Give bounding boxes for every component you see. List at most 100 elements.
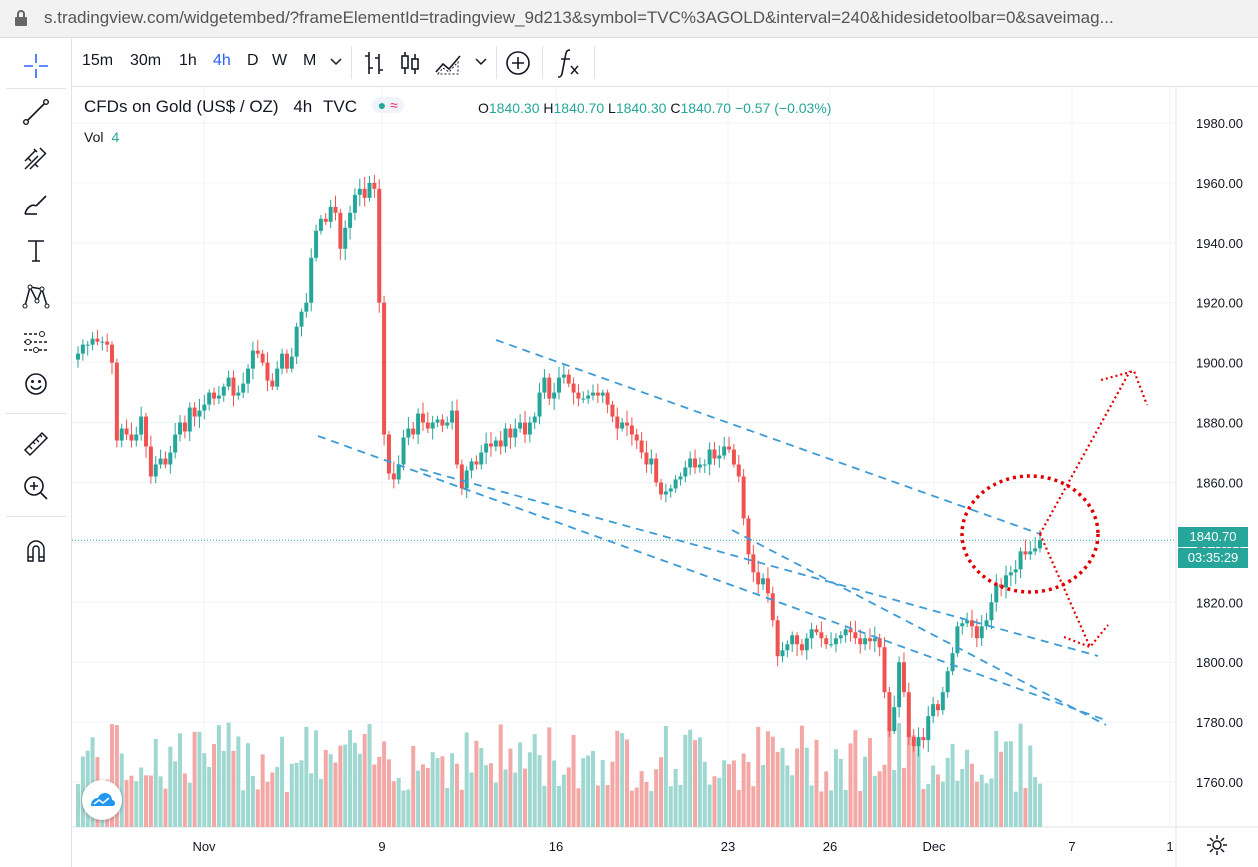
pitchfork-icon[interactable] xyxy=(18,140,54,176)
area-chart-icon[interactable] xyxy=(434,50,462,76)
price-chart[interactable]: 1980.00 1960.00 1940.00 1920.00 1900.00 1880.… xyxy=(72,87,1258,867)
chevron-down-icon-2[interactable] xyxy=(475,58,487,66)
candle-body xyxy=(173,434,178,453)
pattern-icon[interactable] xyxy=(18,278,54,314)
chevron-down-icon[interactable] xyxy=(330,58,342,66)
add-indicator-icon[interactable] xyxy=(505,50,531,76)
candle-body xyxy=(241,383,246,393)
forecast-icon[interactable] xyxy=(18,324,54,360)
emoji-icon[interactable] xyxy=(18,366,54,402)
url-text[interactable]: s.tradingview.com/widgetembed/?frameElem… xyxy=(44,8,1114,27)
candle-body xyxy=(110,344,115,363)
candle-body xyxy=(178,422,183,435)
candle-body xyxy=(654,458,659,483)
volume-bar xyxy=(654,769,659,827)
channel-line[interactable] xyxy=(731,529,1107,726)
volume-bar xyxy=(518,742,523,827)
candle-body xyxy=(678,476,683,480)
candle-body xyxy=(425,422,430,429)
ruler-icon[interactable] xyxy=(18,426,54,462)
candle-body xyxy=(357,188,362,195)
channel-line[interactable] xyxy=(495,339,1041,535)
volume-bar xyxy=(629,790,634,827)
candle-body xyxy=(518,422,523,429)
interval-d[interactable]: D xyxy=(247,52,259,69)
annotation-circle[interactable] xyxy=(960,474,1100,594)
bar-chart-icon[interactable] xyxy=(362,50,386,76)
volume-bar xyxy=(352,742,357,827)
volume-bar xyxy=(484,765,489,827)
candles-icon[interactable] xyxy=(398,50,422,76)
interval-w[interactable]: W xyxy=(272,52,288,69)
volume-bar xyxy=(897,723,902,827)
candle-body xyxy=(659,482,664,495)
candle-body xyxy=(221,386,226,396)
zoom-in-icon[interactable] xyxy=(18,470,54,506)
gear-icon[interactable] xyxy=(1206,834,1228,856)
candle-body xyxy=(216,395,221,399)
volume-bar xyxy=(231,750,236,827)
candle-body xyxy=(897,662,902,708)
volume-bar xyxy=(382,741,387,827)
volume-bar xyxy=(372,764,377,827)
up-arrow[interactable] xyxy=(1039,369,1149,535)
address-bar[interactable]: s.tradingview.com/widgetembed/?frameElem… xyxy=(0,0,1258,38)
drawing-sidebar xyxy=(0,38,72,867)
x-tick-label: 1 xyxy=(1166,839,1173,854)
candle-body xyxy=(960,623,965,627)
candle-body xyxy=(761,578,766,585)
volume-bar xyxy=(969,763,974,827)
candle-body xyxy=(722,446,727,456)
candle-body xyxy=(440,419,445,426)
volume-bar xyxy=(799,725,804,827)
channel-line[interactable] xyxy=(317,435,1109,722)
volume-bar xyxy=(736,789,741,827)
volume-bar xyxy=(197,731,202,827)
interval-1h[interactable]: 1h xyxy=(179,52,197,69)
volume-bar xyxy=(848,743,853,827)
candle-body xyxy=(673,479,678,489)
candle-body xyxy=(527,422,532,435)
tradingview-logo-icon[interactable] xyxy=(82,780,122,820)
text-icon[interactable] xyxy=(18,232,54,268)
open-value: 1840.30 xyxy=(488,100,540,116)
candle-body xyxy=(192,407,197,417)
channel-line[interactable] xyxy=(419,468,1099,657)
x-tick-label: Nov xyxy=(192,839,216,854)
candle-body xyxy=(396,464,401,480)
fx-icon[interactable] xyxy=(556,48,582,78)
candle-body xyxy=(372,182,377,189)
volume-bar xyxy=(591,750,596,827)
volume-bar xyxy=(945,757,950,827)
down-arrow[interactable] xyxy=(1038,533,1109,649)
volume-bar xyxy=(780,747,785,827)
volume-bar xyxy=(1013,791,1018,827)
crosshair-icon[interactable] xyxy=(18,48,54,84)
candle-body xyxy=(362,188,367,198)
volume-bar xyxy=(697,737,702,827)
volume-bar xyxy=(809,785,814,827)
volume-bar xyxy=(639,771,644,827)
interval-4h[interactable]: 4h xyxy=(213,52,231,69)
candle-body xyxy=(284,353,289,369)
candle-body xyxy=(134,434,139,441)
y-tick-label: 1920.00 xyxy=(1196,296,1243,311)
brush-icon[interactable] xyxy=(18,186,54,222)
candle-body xyxy=(649,458,654,465)
trend-line-icon[interactable] xyxy=(18,94,54,130)
candle-body xyxy=(1013,569,1018,573)
volume-bar xyxy=(309,773,314,827)
magnet-icon[interactable] xyxy=(18,532,54,568)
candle-body xyxy=(906,692,911,738)
interval-15m[interactable]: 15m xyxy=(82,52,114,69)
candle-body xyxy=(814,629,819,633)
indicator-badge[interactable]: ● ≈ xyxy=(371,97,404,113)
volume-bar xyxy=(275,767,280,827)
interval-30m[interactable]: 30m xyxy=(130,52,162,69)
volume-bar xyxy=(668,786,673,827)
candle-body xyxy=(848,629,853,633)
interval-m[interactable]: M xyxy=(303,52,317,69)
candle-body xyxy=(474,461,479,465)
volume-legend: Vol 4 xyxy=(84,129,119,145)
candle-body xyxy=(785,644,790,651)
